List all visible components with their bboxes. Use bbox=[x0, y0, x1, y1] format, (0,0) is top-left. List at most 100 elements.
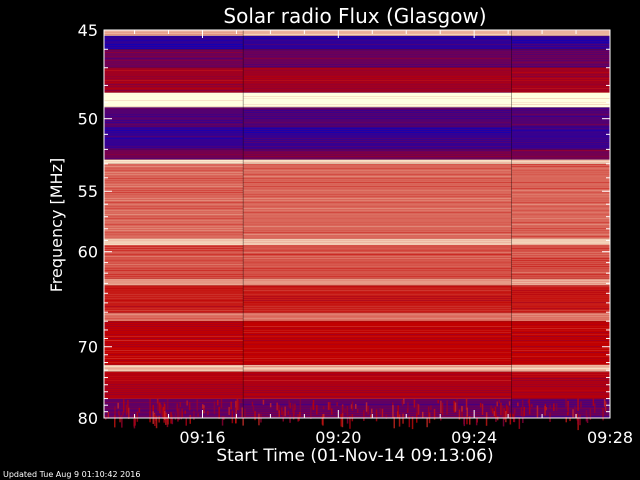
noise-speckle bbox=[437, 400, 439, 404]
spectrum-texture-row bbox=[243, 366, 512, 367]
spectrum-texture-row bbox=[243, 292, 512, 293]
spectrum-texture-row bbox=[243, 34, 512, 35]
noise-speckle bbox=[375, 409, 378, 422]
noise-speckle bbox=[213, 401, 216, 415]
spectrum-texture-row bbox=[104, 226, 244, 227]
updated-timestamp: Updated Tue Aug 9 01:10:42 2016 bbox=[3, 470, 140, 479]
noise-speckle bbox=[217, 399, 219, 406]
spectrum-texture-row bbox=[511, 350, 610, 351]
spectrum-texture-row bbox=[511, 68, 610, 69]
noise-speckle bbox=[196, 399, 198, 412]
spectrum-texture-row bbox=[243, 94, 512, 95]
noise-speckle bbox=[281, 407, 283, 415]
spectrum-texture-row bbox=[511, 378, 610, 379]
noise-speckle bbox=[403, 398, 405, 404]
spectrum-texture-row bbox=[104, 154, 244, 155]
spectrum-texture-row bbox=[104, 240, 244, 241]
spectrum-texture-row bbox=[104, 138, 244, 139]
spectrum-texture-row bbox=[511, 202, 610, 203]
spectrum-texture-row bbox=[243, 204, 512, 205]
noise-speckle bbox=[155, 416, 158, 429]
spectrum-texture-row bbox=[104, 110, 244, 111]
spectrum-texture-row bbox=[104, 382, 244, 383]
spectrum-texture-row bbox=[243, 40, 512, 41]
noise-speckle bbox=[479, 402, 482, 408]
spectrum-texture-row bbox=[243, 360, 512, 361]
noise-speckle bbox=[576, 413, 579, 421]
spectrum-texture-row bbox=[243, 98, 512, 99]
noise-speckle bbox=[181, 408, 183, 412]
spectrum-texture-row bbox=[243, 226, 512, 227]
spectrum-texture-row bbox=[243, 382, 512, 383]
spectrum-texture-row bbox=[511, 196, 610, 197]
spectrum-texture-row bbox=[104, 68, 244, 69]
spectrum-texture-row bbox=[243, 264, 512, 265]
spectrum-texture-row bbox=[243, 202, 512, 203]
spectrum-texture-row bbox=[511, 232, 610, 233]
noise-speckle bbox=[577, 398, 579, 411]
spectrum-texture-row bbox=[243, 328, 512, 329]
noise-speckle bbox=[555, 403, 558, 412]
noise-speckle bbox=[463, 417, 466, 427]
spectrum-texture-row bbox=[511, 170, 610, 171]
spectrum-texture-row bbox=[511, 258, 610, 259]
spectrum-texture-row bbox=[511, 370, 610, 371]
spectrum-texture-row bbox=[511, 364, 610, 365]
spectrum-texture-row bbox=[243, 246, 512, 247]
spectrum-texture-row bbox=[104, 406, 244, 407]
spectrum-texture-row bbox=[104, 190, 244, 191]
spectrum-texture-row bbox=[243, 348, 512, 349]
spectrum-texture-row bbox=[511, 130, 610, 131]
spectrum-texture-row bbox=[511, 396, 610, 397]
spectrum-texture-row bbox=[243, 248, 512, 249]
noise-speckle bbox=[446, 400, 448, 411]
spectrum-texture-row bbox=[511, 144, 610, 145]
spectrum-texture-row bbox=[511, 58, 610, 59]
spectrum-texture-row bbox=[243, 370, 512, 371]
spectrum-texture-row bbox=[243, 60, 512, 61]
spectrum-band bbox=[104, 238, 610, 245]
noise-speckle bbox=[289, 402, 292, 409]
spectrum-texture-row bbox=[243, 52, 512, 53]
spectrum-texture-row bbox=[104, 56, 244, 57]
noise-speckle bbox=[114, 406, 116, 420]
noise-speckle bbox=[331, 408, 333, 415]
spectrum-texture-row bbox=[511, 160, 610, 161]
spectrum-texture-row bbox=[104, 210, 244, 211]
noise-speckle bbox=[138, 407, 141, 413]
spectrum-texture-row bbox=[104, 50, 244, 51]
spectrum-texture-row bbox=[511, 388, 610, 389]
spectrum-texture-row bbox=[243, 288, 512, 289]
spectrum-texture-row bbox=[104, 182, 244, 183]
spectrum-texture-row bbox=[511, 360, 610, 361]
spectrum-texture-row bbox=[243, 220, 512, 221]
noise-speckle bbox=[416, 403, 418, 415]
noise-speckle bbox=[322, 406, 325, 410]
noise-speckle bbox=[207, 410, 209, 415]
y-tick-label: 70 bbox=[78, 338, 98, 357]
noise-speckle bbox=[411, 416, 414, 430]
noise-speckle bbox=[159, 402, 161, 414]
noise-speckle bbox=[228, 407, 230, 415]
noise-speckle bbox=[327, 402, 330, 410]
spectrum-texture-row bbox=[511, 276, 610, 277]
spectrum-texture-row bbox=[104, 250, 244, 251]
spectrum-texture-row bbox=[511, 362, 610, 363]
spectrum-texture-row bbox=[511, 34, 610, 35]
spectrum-texture-row bbox=[243, 172, 512, 173]
noise-speckle bbox=[505, 411, 507, 423]
spectrum-texture-row bbox=[511, 174, 610, 175]
noise-speckle bbox=[298, 416, 300, 421]
noise-speckle bbox=[119, 416, 121, 423]
spectrum-texture-row bbox=[243, 318, 512, 319]
noise-speckle bbox=[385, 414, 388, 419]
spectrum-texture-row bbox=[243, 416, 512, 417]
noise-speckle bbox=[594, 403, 596, 413]
spectrum-texture-row bbox=[511, 242, 610, 243]
spectrum-texture-row bbox=[511, 318, 610, 319]
noise-speckle bbox=[350, 404, 353, 409]
spectrum-texture-row bbox=[104, 214, 244, 215]
spectrum-texture-row bbox=[243, 78, 512, 79]
spectrum-texture-row bbox=[511, 376, 610, 377]
spectrum-texture-row bbox=[104, 106, 244, 107]
